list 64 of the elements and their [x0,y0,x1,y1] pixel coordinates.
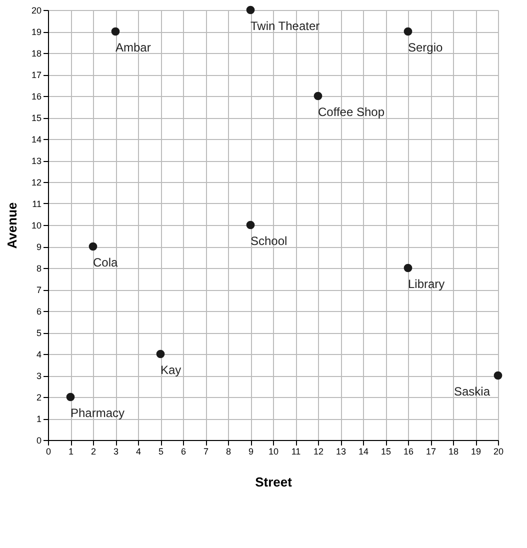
x-tick-label: 10 [268,446,279,456]
y-tick-label: 9 [36,242,42,252]
annotation: Coffee Shop [318,105,385,119]
point [111,27,120,36]
y-tick-label: 10 [31,220,42,230]
y-tick-label: 14 [31,134,42,144]
annotation: Library [408,277,445,291]
x-tick-label: 19 [470,446,482,456]
x-tick-label: 8 [226,446,232,456]
y-tick-label: 11 [32,199,42,209]
x-tick-label: 0 [46,446,52,456]
point [404,264,412,272]
x-tick-label: 18 [448,446,459,456]
x-tick-label: 5 [158,446,164,456]
annotation: Cola [93,256,118,270]
y-tick-label: 5 [36,328,42,338]
annotation: Sergio [408,40,444,54]
point [156,350,165,358]
point [314,92,322,100]
y-tick-label: 16 [31,92,42,102]
x-tick-label: 4 [136,446,142,456]
annotation: Twin Theater [250,19,320,33]
annotation: Saskia [454,384,490,398]
point [246,220,255,230]
y-tick-label: 15 [31,113,42,123]
y-tick-label: 8 [36,264,42,274]
y-axis-title: Avenue [4,202,20,249]
annotation: School [250,234,288,248]
y-tick-label: 3 [36,371,42,381]
y-tick-label: 12 [31,178,42,188]
point [404,27,412,36]
x-tick-label: 7 [203,446,209,456]
annotation: Kay [160,363,182,377]
x-tick-label: 9 [248,446,254,456]
x-tick-label: 14 [358,446,369,456]
point [494,371,502,380]
x-tick-label: 1 [68,446,74,456]
x-tick-label: 15 [380,446,392,456]
x-tick-label: 17 [426,446,436,456]
x-tick-label: 13 [336,446,346,456]
x-axis-title: Street [255,474,293,490]
x-tick-label: 2 [90,446,96,456]
point [88,242,98,251]
annotation: Pharmacy [70,406,125,420]
y-tick-label: 6 [36,306,42,316]
annotation: Ambar [116,40,151,54]
x-tick-label: 16 [403,446,414,456]
point [66,392,75,402]
y-tick-label: 2 [36,392,42,402]
x-tick-label: 6 [180,446,186,456]
point [246,6,255,14]
y-tick-label: 18 [31,48,42,58]
y-tick-label: 19 [31,27,42,37]
y-tick-label: 7 [36,285,42,295]
y-tick-label: 13 [31,156,42,166]
y-tick-label: 0 [36,436,42,446]
y-tick-label: 17 [31,70,42,80]
x-tick-label: 11 [291,446,301,456]
y-tick-label: 4 [36,350,42,360]
y-tick-label: 20 [31,6,42,16]
x-tick-label: 20 [493,446,504,456]
x-tick-label: 12 [313,446,324,456]
y-tick-label: 1 [36,414,42,424]
x-tick-label: 3 [113,446,119,456]
